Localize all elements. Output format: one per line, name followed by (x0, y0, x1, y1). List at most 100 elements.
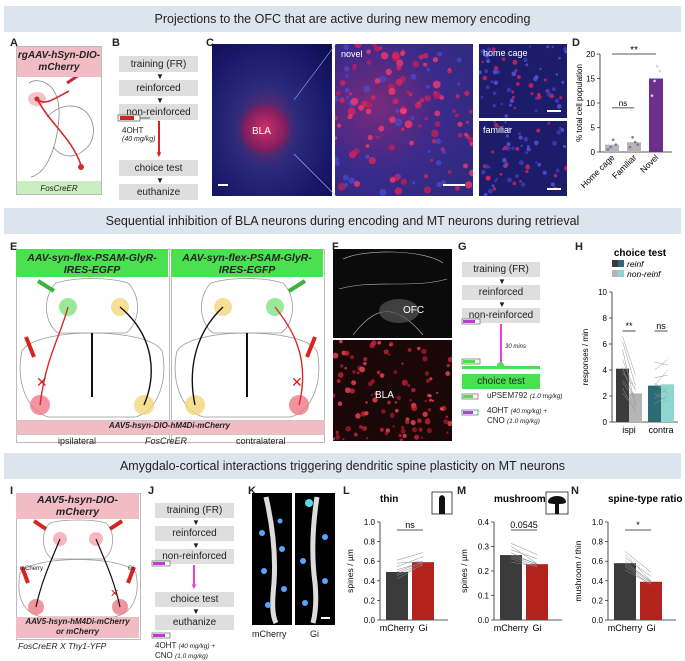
cell-dot (556, 130, 561, 135)
thin-spine-icon (439, 495, 445, 514)
cell-dot (352, 64, 358, 69)
syringe-icon (461, 358, 481, 365)
cell-dot (429, 398, 433, 402)
drug2-label: CNO (1.0 mg/kg) (155, 651, 208, 660)
pair-line (510, 554, 538, 564)
panel-label-h: H (575, 241, 583, 253)
panel-label-f: F (332, 241, 339, 253)
section-banner-2: Sequential inhibition of BLA neurons dur… (4, 208, 681, 234)
cell-dot (432, 57, 439, 63)
cell-dot (353, 432, 358, 437)
cell-dot (411, 405, 418, 412)
cell-dot (427, 149, 431, 154)
cell-dot (464, 181, 473, 189)
cell-dot (526, 145, 530, 148)
arrow-down-icon: ▼ (192, 541, 200, 550)
cell-dot (362, 425, 368, 431)
pair-line (622, 336, 636, 376)
cell-dot (365, 144, 370, 149)
pair-line (622, 393, 636, 410)
cell-dot (501, 57, 506, 61)
cell-dot (447, 356, 452, 363)
flow-step-training: training (FR) (155, 503, 234, 518)
cell-dot (383, 349, 389, 355)
cell-dot (481, 60, 484, 63)
pair-line (510, 549, 538, 559)
ofc-label: OFC (403, 305, 425, 316)
cell-dot (515, 82, 520, 86)
cell-dot (367, 134, 373, 141)
cell-dot (501, 148, 505, 151)
flow-step-training: training (FR) (462, 262, 540, 277)
cell-dot (468, 169, 473, 177)
cell-dot (407, 383, 411, 388)
cell-dot (440, 147, 445, 152)
y-tick-label: 0.3 (478, 543, 490, 552)
cell-dot (537, 162, 542, 167)
pair-line (654, 393, 668, 402)
cell-dot (421, 348, 427, 355)
cell-dot (350, 97, 359, 106)
cell-dot (395, 108, 400, 113)
cell-dot (512, 181, 517, 186)
legend-swatch (618, 260, 624, 267)
flow-step-reinforced: reinforced (155, 526, 234, 541)
pair-line (396, 563, 424, 574)
cell-dot (525, 151, 528, 155)
cell-dot (560, 127, 565, 132)
svg-text:✕: ✕ (291, 374, 303, 390)
arrow-down-icon: ▼ (192, 607, 200, 616)
cell-dot (374, 78, 381, 84)
cell-dot (336, 379, 341, 383)
pair-line (510, 552, 538, 565)
cell-dot (406, 90, 410, 94)
cell-dot (427, 408, 432, 412)
cell-dot (367, 381, 373, 387)
cell-dot (528, 45, 531, 48)
cell-dot (376, 135, 380, 140)
cell-dot (480, 49, 486, 55)
y-tick-label: 0.4 (478, 518, 490, 527)
sig-label: 0.0545 (510, 520, 538, 530)
cell-dot (552, 87, 556, 92)
cell-dot (333, 352, 339, 359)
cell-dot (445, 371, 451, 376)
cell-dot (525, 63, 529, 67)
cell-dot (493, 123, 499, 128)
cell-dot (563, 46, 567, 52)
cell-dot (365, 108, 372, 115)
cell-dot (365, 401, 368, 404)
x-tick-label: mCherry (380, 623, 415, 633)
cell-dot (491, 150, 495, 154)
cell-dot (554, 98, 560, 104)
pair-line (654, 374, 668, 379)
cell-dot (424, 174, 429, 179)
cell-dot (388, 144, 396, 151)
cell-dot (378, 125, 385, 132)
x-tick-label: Gi (647, 623, 656, 633)
cell-dot (339, 97, 345, 103)
virus2-label: AAV5-hsyn-DIO-hM4Di-mCherry (108, 421, 231, 430)
y-tick-label: 2 (603, 392, 608, 401)
cell-dot (504, 162, 509, 167)
cell-dot (389, 116, 396, 123)
cell-dot (562, 144, 567, 148)
cell-dot (348, 151, 357, 159)
cell-dot (555, 168, 560, 173)
cell-dot (411, 387, 416, 393)
brain-schematic (28, 77, 94, 178)
pair-line (654, 382, 668, 394)
cell-dot (423, 186, 432, 194)
cell-dot (525, 169, 529, 174)
cell-dot (407, 348, 412, 352)
cell-dot (366, 102, 373, 108)
cell-dot (401, 425, 405, 429)
cell-dot (394, 400, 398, 404)
micrograph-familiar: familiar (479, 121, 567, 196)
data-point (633, 140, 637, 144)
y-tick-label: 10 (598, 288, 607, 297)
cell-dot (536, 92, 541, 97)
pair-line (654, 359, 668, 371)
cell-dot (422, 52, 429, 59)
cell-dot (520, 182, 526, 187)
